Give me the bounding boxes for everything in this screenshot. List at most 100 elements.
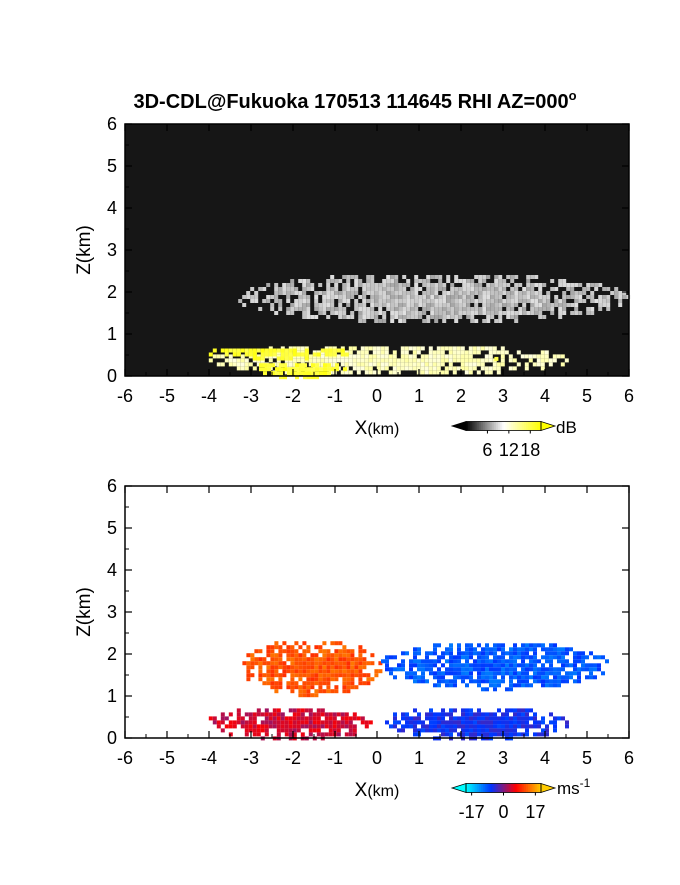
cell — [493, 671, 497, 676]
cell — [274, 669, 279, 674]
cell — [454, 287, 459, 291]
cell — [220, 348, 225, 353]
cell — [302, 689, 307, 694]
cell — [364, 370, 369, 375]
cell — [533, 667, 537, 672]
cell — [284, 732, 289, 737]
cell — [224, 352, 229, 357]
cell — [541, 716, 545, 721]
cell — [529, 667, 533, 672]
cell — [458, 311, 463, 315]
cell — [426, 283, 431, 287]
cell — [405, 712, 409, 717]
cell — [322, 657, 327, 662]
cell — [481, 663, 485, 668]
cell — [446, 311, 451, 315]
cell — [458, 315, 463, 319]
cell — [254, 295, 259, 299]
cell — [250, 665, 255, 670]
cell — [344, 362, 349, 367]
cell — [396, 358, 401, 363]
feature-upper-layer-approaching — [242, 641, 383, 698]
cell — [284, 370, 289, 375]
cell — [461, 663, 465, 668]
cell — [322, 673, 327, 678]
cell — [442, 311, 447, 315]
cell — [528, 358, 533, 363]
cell — [530, 311, 535, 315]
cell — [430, 299, 435, 303]
cell — [525, 708, 529, 713]
cell — [306, 665, 311, 670]
cell — [482, 311, 487, 315]
feature-strong-return-band — [208, 348, 349, 361]
cell — [298, 673, 303, 678]
cell — [295, 367, 299, 372]
colorbar-segment — [486, 783, 489, 793]
cell — [302, 681, 307, 686]
cell — [306, 279, 311, 283]
cell — [526, 287, 531, 291]
cell — [330, 275, 335, 279]
cell — [276, 724, 281, 729]
cell — [437, 728, 441, 733]
cell — [441, 720, 445, 725]
cell — [322, 653, 327, 658]
cell — [336, 728, 341, 733]
cell — [352, 728, 357, 733]
cell — [338, 665, 343, 670]
cell — [517, 683, 521, 688]
cell — [513, 655, 517, 660]
cell — [298, 685, 303, 690]
cell — [352, 724, 357, 729]
cell — [448, 350, 453, 355]
colorbar-tick-label: 0 — [498, 802, 508, 822]
cell — [336, 720, 341, 725]
cell — [450, 295, 455, 299]
cell — [442, 315, 447, 319]
cell — [286, 299, 291, 303]
cell — [298, 645, 303, 650]
cell — [485, 728, 489, 733]
cell — [530, 275, 535, 279]
cell — [311, 363, 315, 368]
cell — [334, 665, 339, 670]
cell — [274, 673, 279, 678]
cell — [322, 669, 327, 674]
cell — [593, 675, 597, 680]
cell — [526, 291, 531, 295]
cell — [458, 299, 463, 303]
cell — [518, 299, 523, 303]
cell — [256, 708, 261, 713]
cell — [384, 354, 389, 359]
cell — [344, 716, 349, 721]
cell — [544, 354, 549, 359]
cell — [290, 311, 295, 315]
cell — [525, 683, 529, 688]
colorbar-segment — [479, 783, 482, 793]
cell — [286, 657, 291, 662]
cell — [446, 299, 451, 303]
cell — [342, 291, 347, 295]
cell — [486, 311, 491, 315]
cell — [300, 358, 305, 363]
cell — [457, 724, 461, 729]
colorbar-segment — [488, 421, 491, 431]
cell — [397, 720, 401, 725]
colorbar-segment — [488, 783, 491, 793]
cell — [248, 712, 253, 717]
colorbar-segment — [466, 421, 469, 431]
cell — [276, 712, 281, 717]
cell — [396, 370, 401, 375]
x-tick-label: 0 — [372, 386, 382, 406]
cell — [553, 655, 557, 660]
cell — [252, 712, 257, 717]
cell — [299, 363, 303, 368]
cell — [424, 370, 429, 375]
cell — [494, 299, 499, 303]
cell — [505, 732, 509, 737]
cell — [469, 708, 473, 713]
cell — [358, 681, 363, 686]
cell — [537, 643, 541, 648]
cell — [348, 370, 353, 375]
